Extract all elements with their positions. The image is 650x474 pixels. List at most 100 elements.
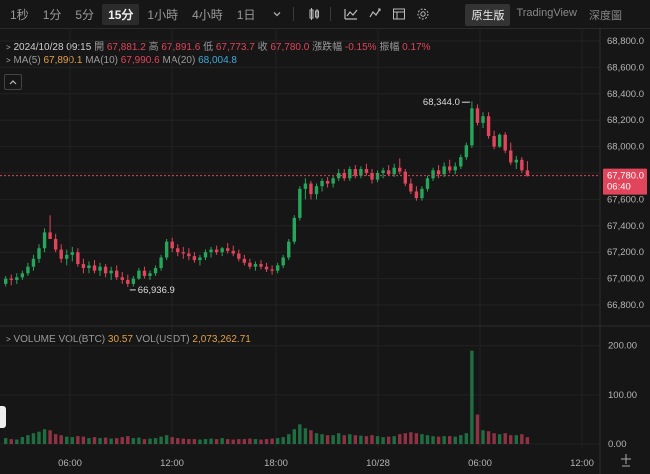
candle-body (48, 232, 52, 239)
candle-body (331, 178, 335, 184)
ma10-label: MA(10) (85, 55, 118, 66)
price-tick-label: 68,600.0 (607, 62, 644, 73)
candle-body (353, 169, 358, 176)
candle-body (270, 269, 274, 271)
candle-body (115, 270, 119, 278)
volume-bar (364, 436, 369, 444)
candle-body (120, 277, 124, 280)
candle-body (15, 277, 19, 280)
candle-body (131, 278, 136, 284)
volume-bar (314, 433, 319, 444)
volume-bar (503, 433, 507, 444)
candle-body (103, 266, 108, 274)
timeframe-5[interactable]: 4小時 (192, 7, 223, 22)
candle-body (153, 268, 158, 274)
volume-bar (137, 437, 141, 444)
timeframe-0[interactable]: 1秒 (10, 7, 29, 22)
candle-body (242, 258, 247, 263)
volume-bar (142, 439, 147, 444)
chevron-up-icon (9, 80, 17, 85)
volume-bar (198, 439, 202, 444)
candle-body (525, 170, 530, 176)
candle-body (26, 266, 30, 274)
timeframe-6[interactable]: 1日 (236, 7, 256, 22)
vol-btc-label: VOL(BTC) (58, 334, 106, 345)
crosshair-toggle[interactable] (621, 454, 631, 467)
view-tab-1[interactable]: TradingView (516, 7, 577, 19)
volume-bar (220, 438, 224, 444)
current-price-label: 67,780.0 (607, 171, 644, 182)
volume-bar (392, 436, 396, 444)
chevron-right-icon[interactable]: > (6, 335, 11, 344)
candle-body (398, 167, 402, 172)
volume-bar (214, 439, 219, 444)
candle-body (320, 180, 324, 187)
chart-grid (0, 28, 600, 448)
candle-body (386, 170, 391, 175)
time-tick-label: 12:00 (570, 458, 594, 469)
candle-body (442, 166, 446, 175)
vol-btc-value: 30.57 (107, 334, 133, 345)
volume-bar (203, 439, 208, 444)
compare-icon[interactable] (367, 6, 383, 22)
high-label: 高 (148, 42, 159, 53)
volume-bar (76, 436, 80, 444)
candle-body (503, 134, 507, 151)
volume-bar (164, 435, 169, 444)
volume-bar (298, 424, 302, 444)
layout-icon[interactable] (391, 6, 407, 22)
volume-bar (359, 435, 363, 444)
toolbar-divider (293, 7, 295, 21)
volume-bar (242, 439, 247, 444)
candle-body (420, 188, 424, 199)
ohlc-date: 2024/10/28 09:15 (13, 42, 92, 53)
volume-tick-label: 100.00 (608, 390, 637, 401)
candle-body (31, 258, 36, 267)
volume-bar (226, 439, 230, 444)
view-tab-2[interactable]: 深度圖 (589, 10, 622, 22)
volume-bar (481, 430, 485, 444)
candle-body (414, 191, 419, 199)
candle-body (298, 188, 302, 218)
volume-bar (9, 439, 13, 444)
volume-bar (486, 431, 491, 444)
candle-body (164, 241, 169, 258)
candle-type-icon[interactable] (306, 6, 322, 22)
side-panel-handle[interactable] (0, 406, 6, 428)
timeframe-4[interactable]: 1小時 (147, 7, 179, 22)
volume-bar (292, 429, 296, 444)
chevron-right-icon[interactable]: > (6, 43, 11, 52)
timeframe-1[interactable]: 1分 (42, 7, 62, 22)
candle-body (170, 241, 174, 249)
candle-body (226, 248, 230, 251)
volume-bar (497, 434, 502, 444)
volume-bar (53, 434, 58, 444)
price-tick-label: 68,400.0 (607, 89, 644, 100)
toolbar: 1秒 1分 5分 15分 1小時 4小時 1日 原生版 TradingView 深度圖 (0, 0, 650, 29)
candle-body (492, 136, 496, 147)
candle-body (520, 159, 524, 171)
indicators-icon[interactable] (343, 6, 359, 22)
candlestick-chart[interactable]: 68,800.0 68,600.0 68,400.0 68,200.0 68,000.0… (0, 28, 650, 474)
timeframe-3[interactable]: 15分 (102, 3, 140, 25)
volume-tick-label: 0.00 (608, 439, 627, 450)
candle-body (348, 169, 352, 179)
volume-bar (170, 437, 174, 444)
candle-body (364, 169, 369, 173)
settings-gear-icon[interactable] (415, 6, 431, 22)
candle-body (137, 270, 141, 279)
candle-body (325, 180, 330, 184)
ma5-value: 67,890.1 (43, 55, 83, 66)
timeframe-2[interactable]: 5分 (75, 7, 95, 22)
price-tick-label: 67,600.0 (607, 194, 644, 205)
candle-body (453, 166, 457, 171)
view-tab-0[interactable]: 原生版 (465, 4, 511, 26)
low-label: 低 (203, 42, 214, 53)
volume-bar (348, 434, 352, 444)
collapse-indicators-button[interactable] (4, 74, 22, 90)
candle-body (98, 266, 102, 271)
ma-info: > MA(5) 67,890.1 MA(10) 67,990.6 MA(20) … (6, 55, 237, 66)
volume-bar (342, 435, 346, 444)
chevron-right-icon[interactable]: > (6, 56, 11, 65)
chevron-down-icon[interactable] (269, 6, 285, 22)
